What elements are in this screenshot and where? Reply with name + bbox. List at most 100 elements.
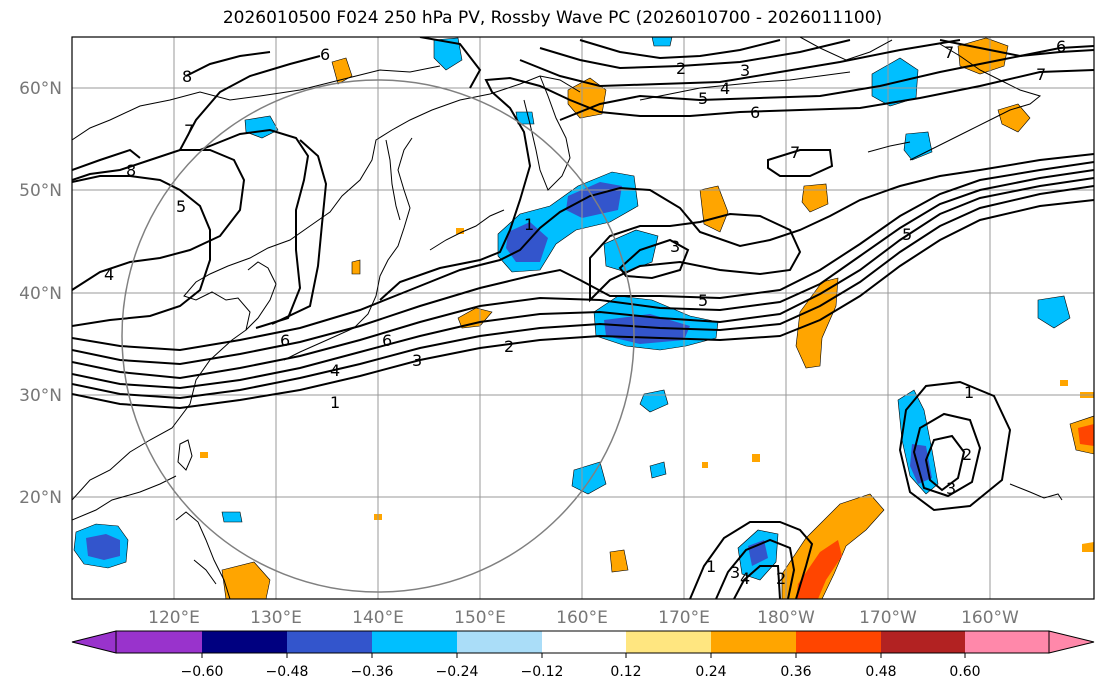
colorbar-tick-9: 0.48: [865, 664, 896, 680]
contour-n-2: [579, 39, 781, 60]
contour-label-4c: 4: [720, 79, 730, 98]
contour-label-group: 8 8 7 5 4 6 6 4 3 1 2 6 1 2 3 4 5 6 7 3 …: [104, 37, 1066, 588]
colorbar-tick-3: −0.36: [351, 664, 394, 680]
shade-neg-s4: [221, 511, 243, 523]
colorbar-tick-10: 0.60: [949, 664, 980, 680]
contour-jet-3: [72, 177, 1094, 390]
colorbar-tick-1: −0.60: [181, 664, 224, 680]
contour-tc-1: [898, 380, 1012, 512]
colorbar-tick-5: −0.12: [521, 664, 564, 680]
coast-china-south: [72, 475, 177, 521]
contour-label-7c: 7: [944, 43, 954, 62]
contour-mid-3: [618, 238, 690, 280]
shade-neg-e: [1037, 295, 1071, 329]
contour-label-3d: 3: [946, 479, 956, 498]
contour-label-4d: 4: [740, 569, 750, 588]
contour-label-1b: 1: [524, 215, 534, 234]
contour-label-6c: 6: [320, 45, 330, 64]
coast-kamchatka: [523, 75, 571, 191]
contour-label-1a: 1: [330, 393, 340, 412]
lon-tick-160w: 160°W: [961, 608, 1019, 628]
coast-hawaii: [1009, 483, 1063, 501]
contour-label-2a: 2: [504, 337, 514, 356]
contour-lower-2: [715, 538, 796, 599]
coast-japan: [283, 137, 413, 361]
contour-label-1d: 1: [706, 557, 716, 576]
shade-pos-e-core: [1078, 424, 1094, 446]
contour-label-7d: 7: [1036, 65, 1046, 84]
contour-label-6d: 6: [750, 103, 760, 122]
lon-tick-170w: 170°W: [859, 608, 917, 628]
colorbar-bin-10: [881, 631, 965, 653]
coast-philippines: [175, 511, 231, 599]
gridlines: [72, 37, 1094, 599]
contour-jet-4: [72, 169, 1094, 380]
shade-pos-ne2: [997, 103, 1031, 133]
colorbar-outline: [115, 630, 1050, 654]
lon-tick-120e: 120°E: [148, 608, 200, 628]
lon-tick-170e: 170°E: [658, 608, 710, 628]
contour-label-5c: 5: [698, 291, 708, 310]
colorbar-bin-9: [796, 631, 881, 653]
colorbar-bin-8: [711, 631, 796, 653]
contour-np-7: [767, 149, 834, 177]
contour-label-6a: 6: [280, 331, 290, 350]
contour-ridge: [72, 175, 211, 327]
lon-tick-150e: 150°E: [454, 608, 506, 628]
shade-pos-np2: [801, 183, 829, 213]
lon-tick-130e: 130°E: [250, 608, 302, 628]
contour-label-7b: 7: [790, 143, 800, 162]
contour-label-7a: 7: [184, 121, 194, 140]
colorbar-tick-8: 0.36: [780, 664, 811, 680]
contour-lower-1: [689, 521, 814, 599]
lon-tick-labels: 120°E 130°E 140°E 150°E 160°E 170°E 180°…: [148, 608, 1019, 628]
shade-neg-china-core: [86, 534, 120, 560]
colorbar-bin-3: [287, 631, 372, 653]
lat-tick-50n: 50°N: [19, 181, 62, 201]
contour-jet-1: [72, 199, 1094, 410]
coast-korea: [245, 261, 277, 331]
contour-kam-5: [379, 69, 1094, 301]
contour-label-5b: 5: [698, 89, 708, 108]
coast-aleutian: [639, 71, 911, 153]
contour-north-7: [179, 55, 321, 151]
shade-pos-n: [331, 57, 353, 85]
contour-tc-2: [912, 412, 982, 498]
shade-neg-top: [433, 37, 463, 71]
colorbar-tick-4: −0.24: [436, 664, 479, 680]
lat-tick-40n: 40°N: [19, 284, 62, 304]
contour-label-8a: 8: [182, 67, 192, 86]
contour-label-3e: 3: [730, 563, 740, 582]
colorbar-tick-6: 0.12: [610, 664, 641, 680]
contour-label-6b: 6: [382, 331, 392, 350]
contour-label-2c: 2: [962, 445, 972, 464]
contour-label-1c: 1: [964, 383, 974, 402]
coast-sakhalin: [385, 139, 401, 221]
coastlines: [72, 37, 1063, 599]
lon-tick-160e: 160°E: [556, 608, 608, 628]
coast-taiwan: [177, 439, 193, 471]
contour-ne-7: [939, 39, 1094, 58]
contour-label-2b: 2: [676, 59, 686, 78]
shade-pos-lower-core: [796, 540, 842, 599]
colorbar-tick-7: 0.24: [695, 664, 726, 680]
contour-label-2d: 2: [776, 569, 786, 588]
shade-neg-n1: [651, 37, 673, 47]
colorbar-bin-7: [626, 631, 711, 653]
pv-contours: [72, 37, 1094, 599]
shade-pos-sw: [221, 561, 271, 599]
shade-pos-sm1: [351, 259, 361, 275]
colorbar-extend-low: [71, 630, 117, 654]
shade-pos-s: [609, 549, 629, 573]
contour-label-3c: 3: [670, 237, 680, 256]
contour-label-4a: 4: [104, 265, 114, 284]
lat-tick-20n: 20°N: [19, 488, 62, 508]
colorbar: −0.60 −0.48 −0.36 −0.24 −0.12 0.12 0.24 …: [71, 630, 1095, 680]
contour-tc-3: [924, 434, 966, 492]
contour-label-8b: 8: [126, 161, 136, 180]
lat-tick-60n: 60°N: [19, 79, 62, 99]
lon-tick-180w: 180°W: [757, 608, 815, 628]
contour-label-3a: 3: [412, 351, 422, 370]
contour-lower-3: [733, 565, 781, 599]
